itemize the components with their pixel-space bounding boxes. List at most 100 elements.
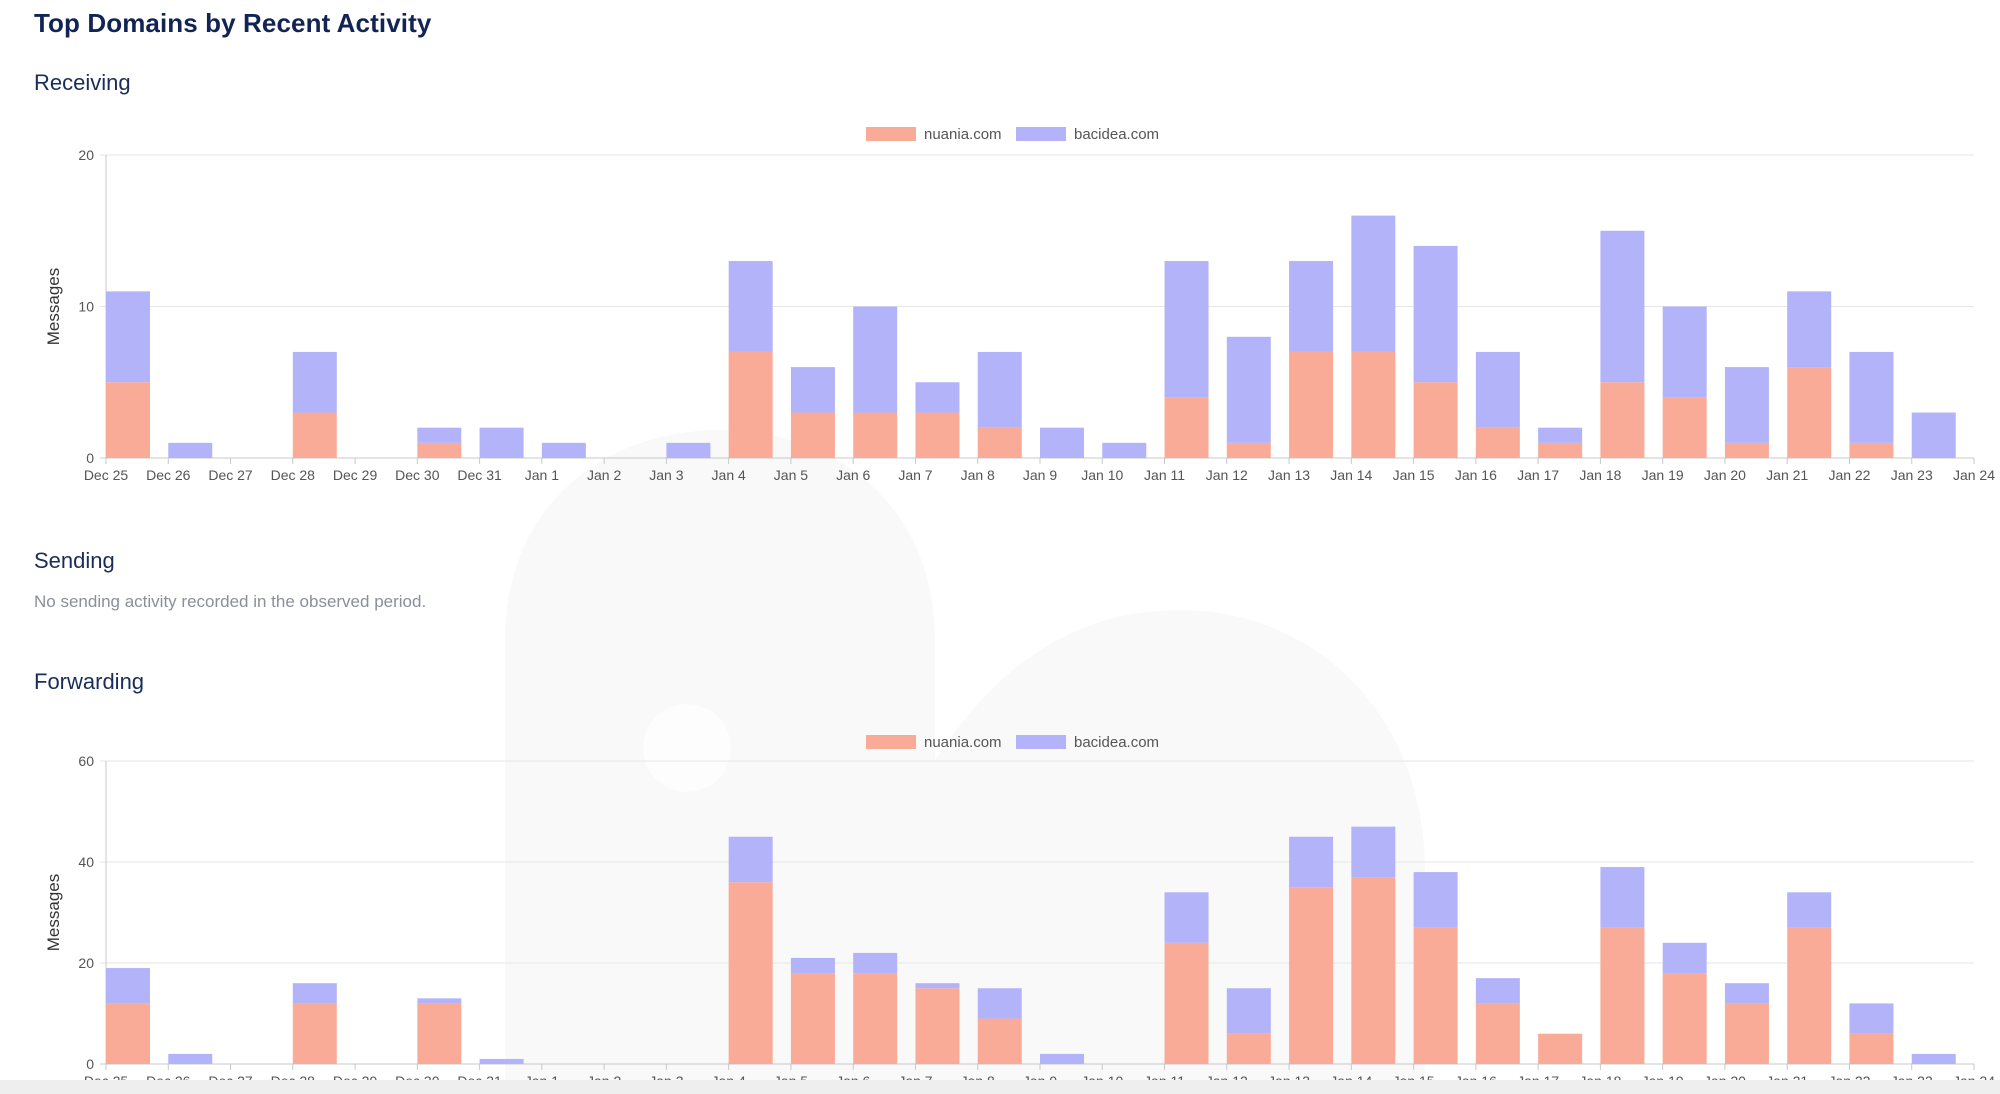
bar-bacidea-com: [853, 306, 898, 413]
x-tick-label: Jan 23: [1891, 467, 1933, 483]
bar-nuania-com: [853, 973, 898, 1064]
y-tick-label: 0: [86, 450, 94, 466]
bar-bacidea-com: [1351, 215, 1396, 352]
x-tick-label: Dec 29: [333, 467, 378, 483]
bar-nuania-com: [1538, 1033, 1583, 1064]
bar-nuania-com: [417, 1003, 462, 1064]
x-tick-label: Dec 25: [84, 467, 129, 483]
bar-nuania-com: [1413, 382, 1458, 458]
y-tick-label: 10: [78, 299, 94, 315]
x-tick-label: Jan 7: [898, 467, 932, 483]
x-tick-label: Jan 5: [774, 467, 808, 483]
bar-nuania-com: [728, 351, 773, 458]
x-tick-label: Jan 24: [1953, 467, 1995, 483]
bar-nuania-com: [1475, 427, 1520, 458]
bar-bacidea-com: [1040, 427, 1084, 458]
receiving-heading: Receiving: [34, 70, 131, 95]
x-tick-label: Jan 1: [525, 467, 559, 483]
receiving-chart: 0 10 20 Messages Dec 25 Dec 26 Dec 27 Dec 28 Dec…: [44, 126, 1995, 483]
bar-nuania-com: [1289, 351, 1334, 458]
bar-bacidea-com: [1849, 351, 1894, 443]
bar-nuania-com: [1662, 397, 1707, 458]
bar-bacidea-com: [168, 442, 213, 458]
x-tick-label: Jan 17: [1517, 467, 1559, 483]
bar-bacidea-com: [106, 291, 150, 383]
bar-bacidea-com: [106, 968, 150, 1004]
bar-nuania-com: [292, 412, 337, 458]
x-tick-label: Jan 18: [1579, 467, 1621, 483]
bar-bacidea-com: [915, 382, 960, 413]
sending-heading: Sending: [34, 548, 115, 573]
bar-nuania-com: [915, 412, 960, 458]
x-tick-label: Dec 26: [146, 467, 191, 483]
bar-nuania-com: [106, 1003, 150, 1064]
y-tick-label: 40: [78, 854, 94, 870]
x-tick-label: Dec 27: [208, 467, 253, 483]
x-tick-label: Jan 2: [587, 467, 621, 483]
x-tick-label: Jan 4: [712, 467, 746, 483]
y-axis-title: Messages: [44, 268, 63, 345]
bar-nuania-com: [417, 442, 462, 458]
bar-bacidea-com: [1289, 261, 1334, 352]
legend-label: nuania.com: [924, 734, 1002, 751]
y-axis-title: Messages: [44, 874, 63, 951]
x-tick-label: Jan 8: [961, 467, 995, 483]
x-tick-label: Jan 19: [1642, 467, 1684, 483]
legend-label: bacidea.com: [1074, 126, 1159, 143]
page-title: Top Domains by Recent Activity: [34, 8, 432, 38]
x-tick-label: Jan 21: [1766, 467, 1808, 483]
x-tick-label: Jan 10: [1081, 467, 1123, 483]
x-tick-label: Jan 12: [1206, 467, 1248, 483]
bar-nuania-com: [1600, 927, 1645, 1064]
bar-bacidea-com: [915, 983, 960, 989]
bar-bacidea-com: [417, 427, 462, 443]
legend-swatch: [1016, 127, 1066, 141]
bar-bacidea-com: [1413, 245, 1458, 383]
bar-nuania-com: [1538, 442, 1583, 458]
bar-bacidea-com: [292, 983, 337, 1004]
bar-bacidea-com: [1040, 1053, 1084, 1064]
bar-bacidea-com: [728, 836, 773, 883]
bar-bacidea-com: [1787, 291, 1832, 368]
bar-bacidea-com: [666, 442, 711, 458]
bar-bacidea-com: [1662, 942, 1707, 974]
legend-swatch: [866, 735, 916, 749]
bar-nuania-com: [1662, 973, 1707, 1064]
bar-bacidea-com: [977, 988, 1022, 1019]
bar-nuania-com: [1600, 382, 1645, 458]
bar-nuania-com: [1787, 367, 1832, 458]
bar-bacidea-com: [1662, 306, 1707, 398]
bar-nuania-com: [1849, 442, 1894, 458]
bar-bacidea-com: [1351, 826, 1396, 878]
bar-nuania-com: [1226, 1033, 1271, 1064]
bar-bacidea-com: [1724, 983, 1769, 1004]
bar-nuania-com: [977, 1018, 1022, 1064]
bar-nuania-com: [1475, 1003, 1520, 1064]
bar-bacidea-com: [1475, 978, 1520, 1004]
bar-nuania-com: [728, 882, 773, 1064]
x-tick-label: Jan 9: [1023, 467, 1057, 483]
bar-bacidea-com: [1911, 412, 1956, 458]
bar-nuania-com: [1351, 351, 1396, 458]
bar-nuania-com: [790, 412, 835, 458]
bar-bacidea-com: [1475, 351, 1520, 428]
x-tick-label: Jan 3: [649, 467, 683, 483]
bar-bacidea-com: [1164, 261, 1209, 398]
bar-nuania-com: [915, 988, 960, 1064]
bottom-strip: [0, 1080, 2000, 1094]
bar-nuania-com: [977, 427, 1022, 458]
y-tick-label: 60: [78, 753, 94, 769]
bar-bacidea-com: [1226, 988, 1271, 1034]
x-tick-label: Jan 20: [1704, 467, 1746, 483]
bar-nuania-com: [1351, 877, 1396, 1064]
bar-nuania-com: [1226, 442, 1271, 458]
x-tick-label: Dec 31: [457, 467, 502, 483]
x-tick-label: Jan 22: [1828, 467, 1870, 483]
bar-nuania-com: [106, 382, 150, 458]
bar-nuania-com: [1413, 927, 1458, 1064]
bar-bacidea-com: [1724, 367, 1769, 443]
y-tick-label: 20: [78, 955, 94, 971]
legend-swatch: [866, 127, 916, 141]
